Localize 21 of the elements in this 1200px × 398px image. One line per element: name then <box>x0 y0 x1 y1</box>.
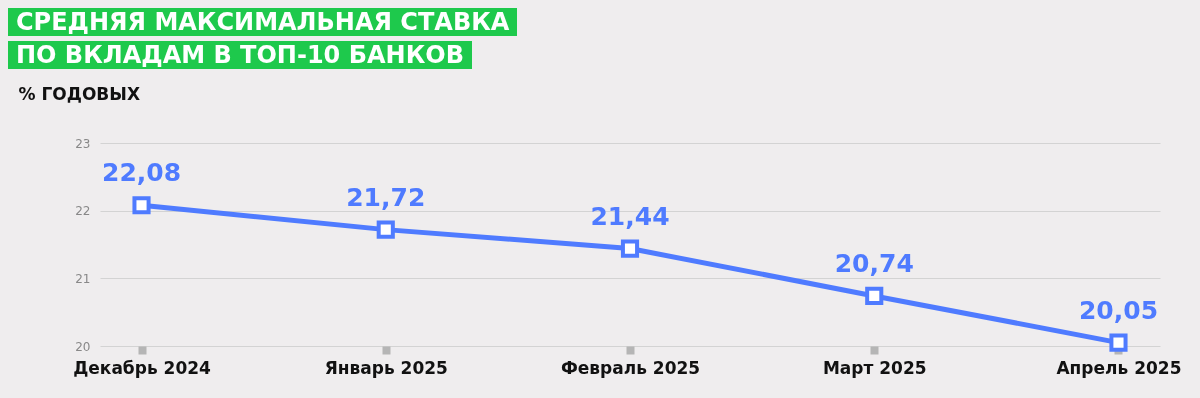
x-tick-label: Март 2025 <box>822 357 927 378</box>
x-tick-label: Февраль 2025 <box>560 357 701 378</box>
x-tick-label: Апрель 2025 <box>1056 357 1182 378</box>
point <box>620 239 640 258</box>
data-label: 21,44 <box>590 201 670 231</box>
x-tick-label: Декабрь 2024 <box>73 357 212 378</box>
point <box>1109 333 1128 352</box>
y-axis-title: % ГОДОВЫХ <box>18 83 141 104</box>
y-tick-label: 21 <box>75 271 91 286</box>
data-label: 20,74 <box>834 248 914 278</box>
data-label: 22,08 <box>101 158 182 188</box>
y-tick-label: 20 <box>75 339 91 354</box>
y-tick-label: 23 <box>75 136 91 151</box>
point <box>132 196 151 215</box>
chart-title: СРЕДНЯЯ МАКСИМАЛЬНАЯ СТАВКА ПО ВКЛАДАМ В ТОП-10 БАНКОВ <box>8 8 518 69</box>
data-label: 20,05 <box>1078 295 1159 325</box>
x-tick-label: Январь 2025 <box>324 357 448 378</box>
point <box>865 286 884 305</box>
data-label: 21,72 <box>346 182 426 212</box>
point <box>376 220 395 239</box>
y-tick-label: 22 <box>75 204 91 219</box>
